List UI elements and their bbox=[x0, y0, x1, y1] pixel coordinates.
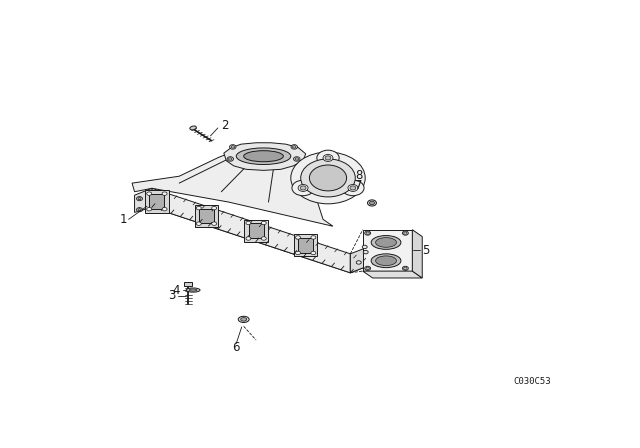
Ellipse shape bbox=[376, 237, 396, 247]
Ellipse shape bbox=[366, 232, 369, 234]
Ellipse shape bbox=[136, 197, 143, 201]
Text: 2: 2 bbox=[221, 119, 229, 132]
Ellipse shape bbox=[309, 165, 347, 191]
Polygon shape bbox=[248, 224, 264, 238]
Ellipse shape bbox=[246, 221, 251, 225]
Ellipse shape bbox=[147, 192, 152, 195]
Ellipse shape bbox=[369, 201, 374, 205]
Ellipse shape bbox=[238, 316, 249, 323]
Ellipse shape bbox=[342, 180, 364, 196]
Ellipse shape bbox=[311, 236, 316, 239]
Text: 7: 7 bbox=[355, 179, 363, 192]
Ellipse shape bbox=[325, 156, 331, 160]
Text: 8: 8 bbox=[355, 169, 363, 182]
Ellipse shape bbox=[196, 222, 201, 225]
Ellipse shape bbox=[296, 236, 300, 239]
Ellipse shape bbox=[189, 289, 197, 291]
Ellipse shape bbox=[136, 207, 143, 212]
Ellipse shape bbox=[376, 256, 396, 266]
Text: 6: 6 bbox=[232, 341, 240, 354]
Ellipse shape bbox=[186, 288, 200, 292]
Ellipse shape bbox=[292, 146, 296, 148]
Ellipse shape bbox=[241, 318, 246, 321]
Polygon shape bbox=[132, 147, 333, 226]
Polygon shape bbox=[152, 188, 350, 273]
Ellipse shape bbox=[291, 152, 365, 204]
Ellipse shape bbox=[296, 251, 300, 255]
Ellipse shape bbox=[138, 198, 141, 200]
Ellipse shape bbox=[292, 180, 314, 196]
Ellipse shape bbox=[196, 207, 201, 210]
Ellipse shape bbox=[162, 192, 167, 195]
Ellipse shape bbox=[366, 267, 369, 270]
Ellipse shape bbox=[261, 237, 266, 240]
Ellipse shape bbox=[317, 150, 339, 166]
Polygon shape bbox=[298, 238, 313, 253]
Ellipse shape bbox=[364, 250, 368, 254]
Ellipse shape bbox=[291, 145, 298, 149]
Ellipse shape bbox=[301, 159, 355, 197]
Polygon shape bbox=[363, 230, 412, 271]
Polygon shape bbox=[363, 271, 422, 278]
Text: 3: 3 bbox=[168, 289, 175, 302]
Ellipse shape bbox=[371, 236, 401, 250]
Polygon shape bbox=[199, 209, 214, 223]
Polygon shape bbox=[145, 190, 168, 213]
Ellipse shape bbox=[231, 146, 234, 148]
Ellipse shape bbox=[147, 207, 152, 211]
Ellipse shape bbox=[362, 245, 367, 249]
Polygon shape bbox=[195, 205, 218, 227]
Ellipse shape bbox=[367, 200, 376, 206]
Polygon shape bbox=[412, 230, 422, 278]
Text: 4: 4 bbox=[173, 284, 180, 297]
Ellipse shape bbox=[403, 231, 408, 235]
Ellipse shape bbox=[404, 267, 407, 270]
Ellipse shape bbox=[356, 261, 361, 264]
Ellipse shape bbox=[246, 237, 251, 240]
Ellipse shape bbox=[295, 158, 298, 160]
Text: 1: 1 bbox=[120, 213, 127, 226]
Ellipse shape bbox=[300, 186, 306, 190]
Polygon shape bbox=[152, 198, 372, 273]
Polygon shape bbox=[134, 188, 152, 212]
Ellipse shape bbox=[244, 151, 284, 162]
Ellipse shape bbox=[350, 186, 356, 190]
Polygon shape bbox=[350, 245, 372, 273]
Ellipse shape bbox=[212, 207, 217, 210]
Ellipse shape bbox=[162, 207, 167, 211]
Ellipse shape bbox=[348, 185, 358, 191]
Ellipse shape bbox=[311, 251, 316, 255]
Polygon shape bbox=[244, 220, 268, 242]
Ellipse shape bbox=[236, 148, 291, 164]
Ellipse shape bbox=[365, 266, 371, 271]
Polygon shape bbox=[184, 283, 192, 286]
Polygon shape bbox=[149, 194, 164, 209]
Ellipse shape bbox=[323, 155, 333, 161]
Ellipse shape bbox=[371, 254, 401, 267]
Ellipse shape bbox=[212, 222, 217, 225]
Ellipse shape bbox=[228, 158, 232, 160]
Ellipse shape bbox=[365, 231, 371, 235]
Text: C030C53: C030C53 bbox=[513, 377, 551, 386]
Ellipse shape bbox=[227, 157, 234, 161]
Ellipse shape bbox=[138, 209, 141, 211]
Text: 5: 5 bbox=[422, 244, 429, 257]
Ellipse shape bbox=[261, 221, 266, 225]
Ellipse shape bbox=[298, 185, 308, 191]
Polygon shape bbox=[294, 234, 317, 256]
Polygon shape bbox=[224, 143, 306, 170]
Ellipse shape bbox=[403, 266, 408, 271]
Ellipse shape bbox=[404, 232, 407, 234]
Ellipse shape bbox=[294, 157, 300, 161]
Ellipse shape bbox=[190, 126, 196, 130]
Ellipse shape bbox=[230, 145, 236, 149]
